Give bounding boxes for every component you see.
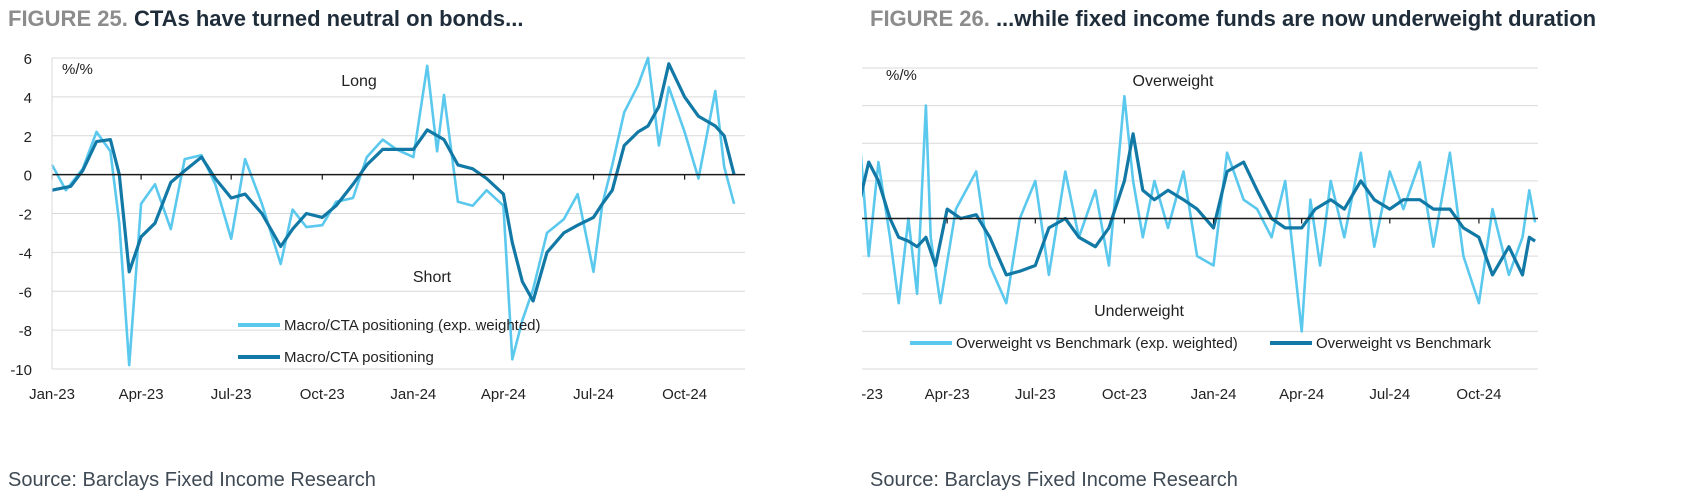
fig26-legend-label-2: Overweight vs Benchmark xyxy=(1316,335,1492,352)
fig26-xtick-label: Jan-23 xyxy=(862,386,883,403)
fig25-ytick-label: 6 xyxy=(24,51,32,68)
fig25-ytick-label: 0 xyxy=(24,168,32,185)
fig26-series-line-2 xyxy=(862,132,1536,277)
figure-26-source: Source: Barclays Fixed Income Research xyxy=(870,469,1238,491)
figure-25-chart: 6 4 2 0 -2 -4 -6 -8 -10 Jan-23 Apr-23 Jul-23 Oct-23 J… xyxy=(10,51,745,403)
fig25-xtick-label: Jul-24 xyxy=(573,386,614,403)
figure-25-title: FIGURE 25. CTAs have turned neutral on b… xyxy=(8,6,523,32)
fig25-ytick-label: -8 xyxy=(19,323,32,340)
fig26-xtick-label: Jul-23 xyxy=(1015,386,1056,403)
fig26-annotation: Underweight xyxy=(1094,303,1184,320)
fig26-xtick-label: Apr-24 xyxy=(1279,386,1324,403)
figure-25-label: FIGURE 25. xyxy=(8,6,128,31)
fig25-annotation: Long xyxy=(341,73,377,90)
fig25-xtick-label: Apr-23 xyxy=(119,386,164,403)
fig25-unit-label: %/% xyxy=(62,61,93,78)
fig25-ytick-label: 2 xyxy=(24,129,32,146)
fig25-legend-label-1: Macro/CTA positioning (exp. weighted) xyxy=(284,317,541,334)
figure-25-panel: FIGURE 25. CTAs have turned neutral on b… xyxy=(0,0,840,502)
fig25-xtick-label: Oct-23 xyxy=(300,386,345,403)
fig26-unit-label: %/% xyxy=(886,67,917,84)
fig25-ytick-label: 4 xyxy=(24,90,32,107)
fig26-xtick-label: Oct-23 xyxy=(1102,386,1147,403)
fig25-xtick-label: Jan-23 xyxy=(29,386,75,403)
fig25-legend-label-2: Macro/CTA positioning xyxy=(284,349,434,366)
figure-25-title-text: CTAs have turned neutral on bonds... xyxy=(133,6,524,31)
fig26-series-line-1 xyxy=(862,94,1537,333)
fig25-ytick-label: -4 xyxy=(19,245,32,262)
fig25-ytick-label: -10 xyxy=(10,362,32,379)
fig26-legend-label-1: Overweight vs Benchmark (exp. weighted) xyxy=(956,335,1238,352)
fig25-xtick-label: Jul-23 xyxy=(211,386,252,403)
figure-26-chart: 0.80.60.40.20.0-0.2-0.4-0.6-0.8Jan-23Apr… xyxy=(862,67,1538,403)
fig25-series-line-2 xyxy=(51,62,736,303)
fig26-xtick-label: Oct-24 xyxy=(1456,386,1501,403)
fig25-xtick-label: Oct-24 xyxy=(662,386,707,403)
figure-26-title: FIGURE 26. ...while fixed income funds a… xyxy=(870,6,1596,32)
fig26-xtick-label: Jan-24 xyxy=(1191,386,1237,403)
fig25-ytick-label: -6 xyxy=(19,284,32,301)
fig26-annotation: Overweight xyxy=(1133,73,1214,90)
figure-26-label: FIGURE 26. xyxy=(870,6,990,31)
fig25-xtick-label: Jan-24 xyxy=(390,386,436,403)
fig26-xtick-label: Apr-23 xyxy=(925,386,970,403)
fig25-ytick-label: -2 xyxy=(19,207,32,224)
fig25-xtick-label: Apr-24 xyxy=(481,386,526,403)
figure-25-source: Source: Barclays Fixed Income Research xyxy=(8,469,376,491)
figure-26-panel: FIGURE 26. ...while fixed income funds a… xyxy=(862,0,1694,502)
fig25-annotation: Short xyxy=(413,269,452,286)
fig26-xtick-label: Jul-24 xyxy=(1369,386,1410,403)
figure-26-title-text: ...while fixed income funds are now unde… xyxy=(995,6,1597,31)
